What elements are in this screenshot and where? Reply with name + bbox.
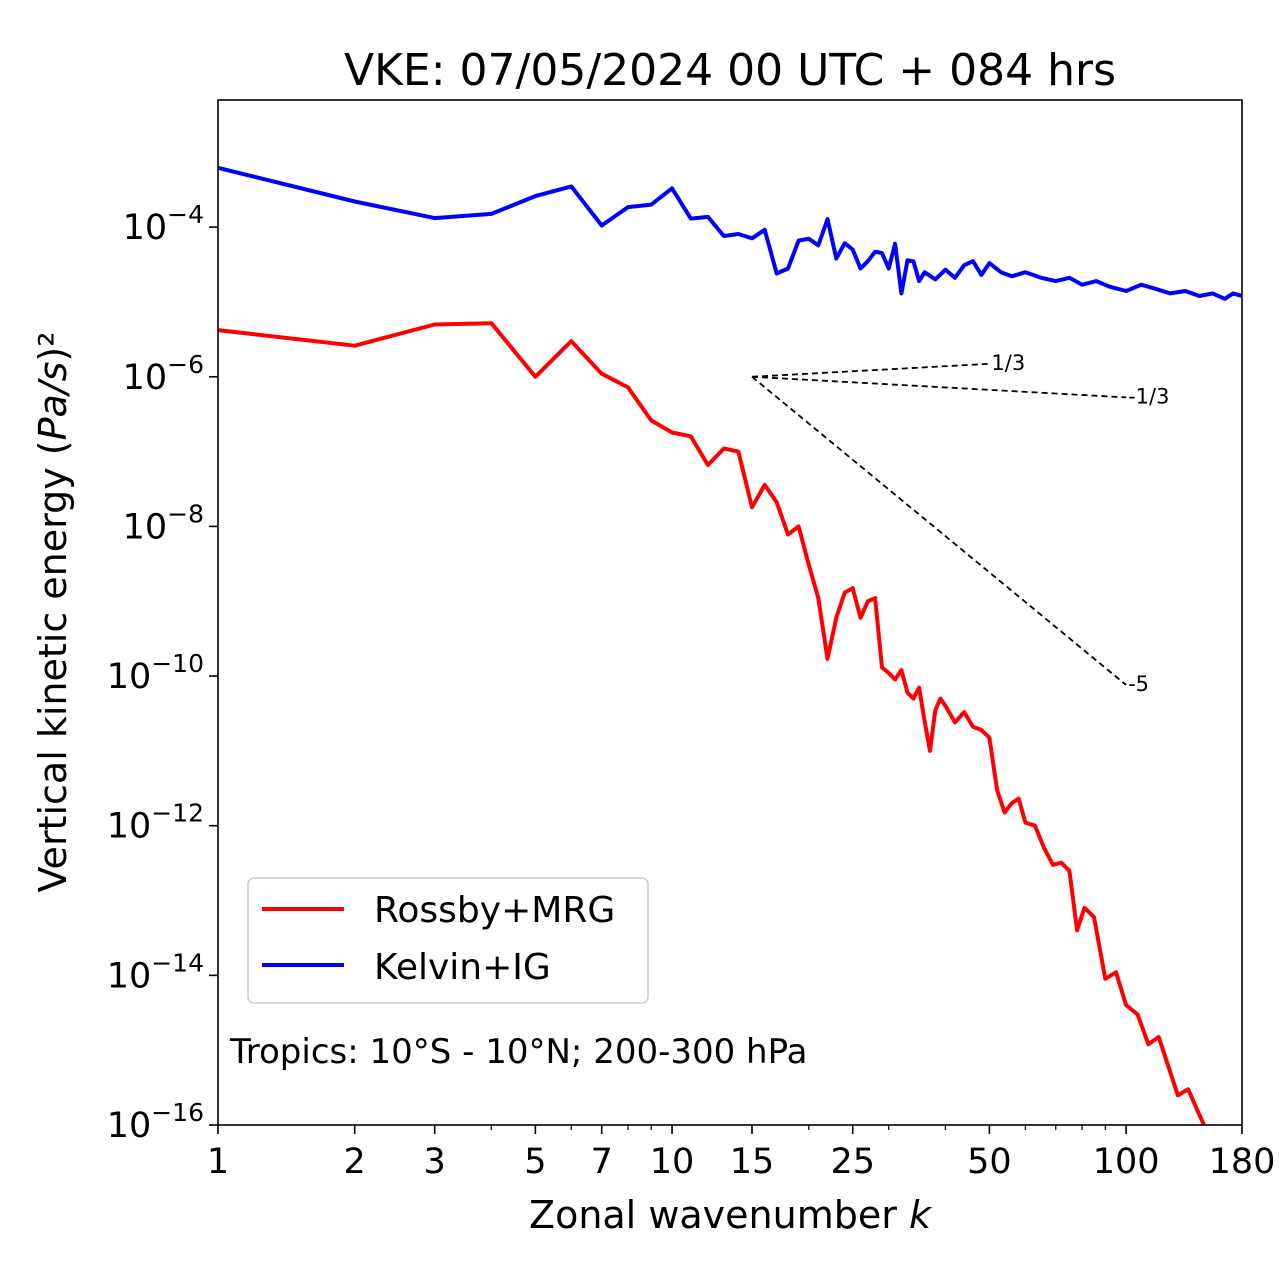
legend-label-kelvin-ig: Kelvin+IG (374, 947, 551, 988)
reference-slope-1-3 (751, 375, 1127, 399)
y-tick-label-14: 10−14 (107, 948, 204, 996)
x-axis: 1 2 3 5 7 10 15 25 50 100 180 (207, 1125, 1276, 1182)
legend: Rossby+MRG Kelvin+IG (247, 877, 649, 1004)
x-tick-label-180: 180 (1209, 1142, 1276, 1182)
y-tick-label-6: 10−6 (123, 350, 204, 398)
x-tick-label-1: 1 (207, 1142, 229, 1182)
y-axis-label: Vertical kinetic energy (Pa/s)² (31, 332, 75, 893)
y-tick-label-12: 10−12 (107, 799, 204, 847)
series-line-rossby-mrg (218, 321, 1207, 1125)
x-axis-label: Zonal wavenumber k (529, 1193, 933, 1237)
y-tick-label-16: 10−16 (107, 1098, 204, 1146)
x-tick-label-10: 10 (650, 1142, 695, 1182)
reference-slope-label-5: -5 (1128, 672, 1149, 696)
series-layer (218, 165, 1242, 1125)
y-tick-label-8: 10−8 (123, 499, 204, 547)
x-tick-label-100: 100 (1093, 1142, 1160, 1182)
plot-frame (217, 99, 1243, 1126)
region-annotation: Tropics: 10°S - 10°N; 200-300 hPa (229, 1032, 807, 1072)
legend-box (247, 877, 649, 1004)
x-tick-label-25: 25 (830, 1142, 875, 1182)
x-tick-label-3: 3 (423, 1142, 445, 1182)
x-tick-label-7: 7 (591, 1142, 613, 1182)
x-tick-label-15: 15 (730, 1142, 775, 1182)
chart-title: VKE: 07/05/2024 00 UTC + 084 hrs (344, 45, 1116, 96)
y-tick-label-4: 10−4 (123, 200, 204, 248)
reference-slope-5 (751, 376, 1127, 686)
reference-slope-label-1-3: -1/3 (1128, 384, 1169, 408)
x-tick-label-50: 50 (967, 1142, 1012, 1182)
y-tick-label-10: 10−10 (107, 649, 204, 697)
series-line-kelvin-ig (218, 165, 1242, 301)
legend-label-rossby-mrg: Rossby+MRG (374, 890, 615, 931)
reference-slopes: 1/3 -1/3 -5 (751, 351, 1169, 696)
reference-slope-label-1-3: 1/3 (991, 351, 1025, 375)
x-tick-label-5: 5 (524, 1142, 546, 1182)
x-tick-label-2: 2 (344, 1142, 366, 1182)
y-axis: 10−4 10−6 10−8 10−10 10−12 10−14 10−16 (107, 200, 218, 1146)
